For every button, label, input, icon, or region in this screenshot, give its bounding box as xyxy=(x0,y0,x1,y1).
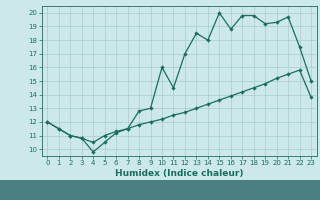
X-axis label: Humidex (Indice chaleur): Humidex (Indice chaleur) xyxy=(115,169,244,178)
